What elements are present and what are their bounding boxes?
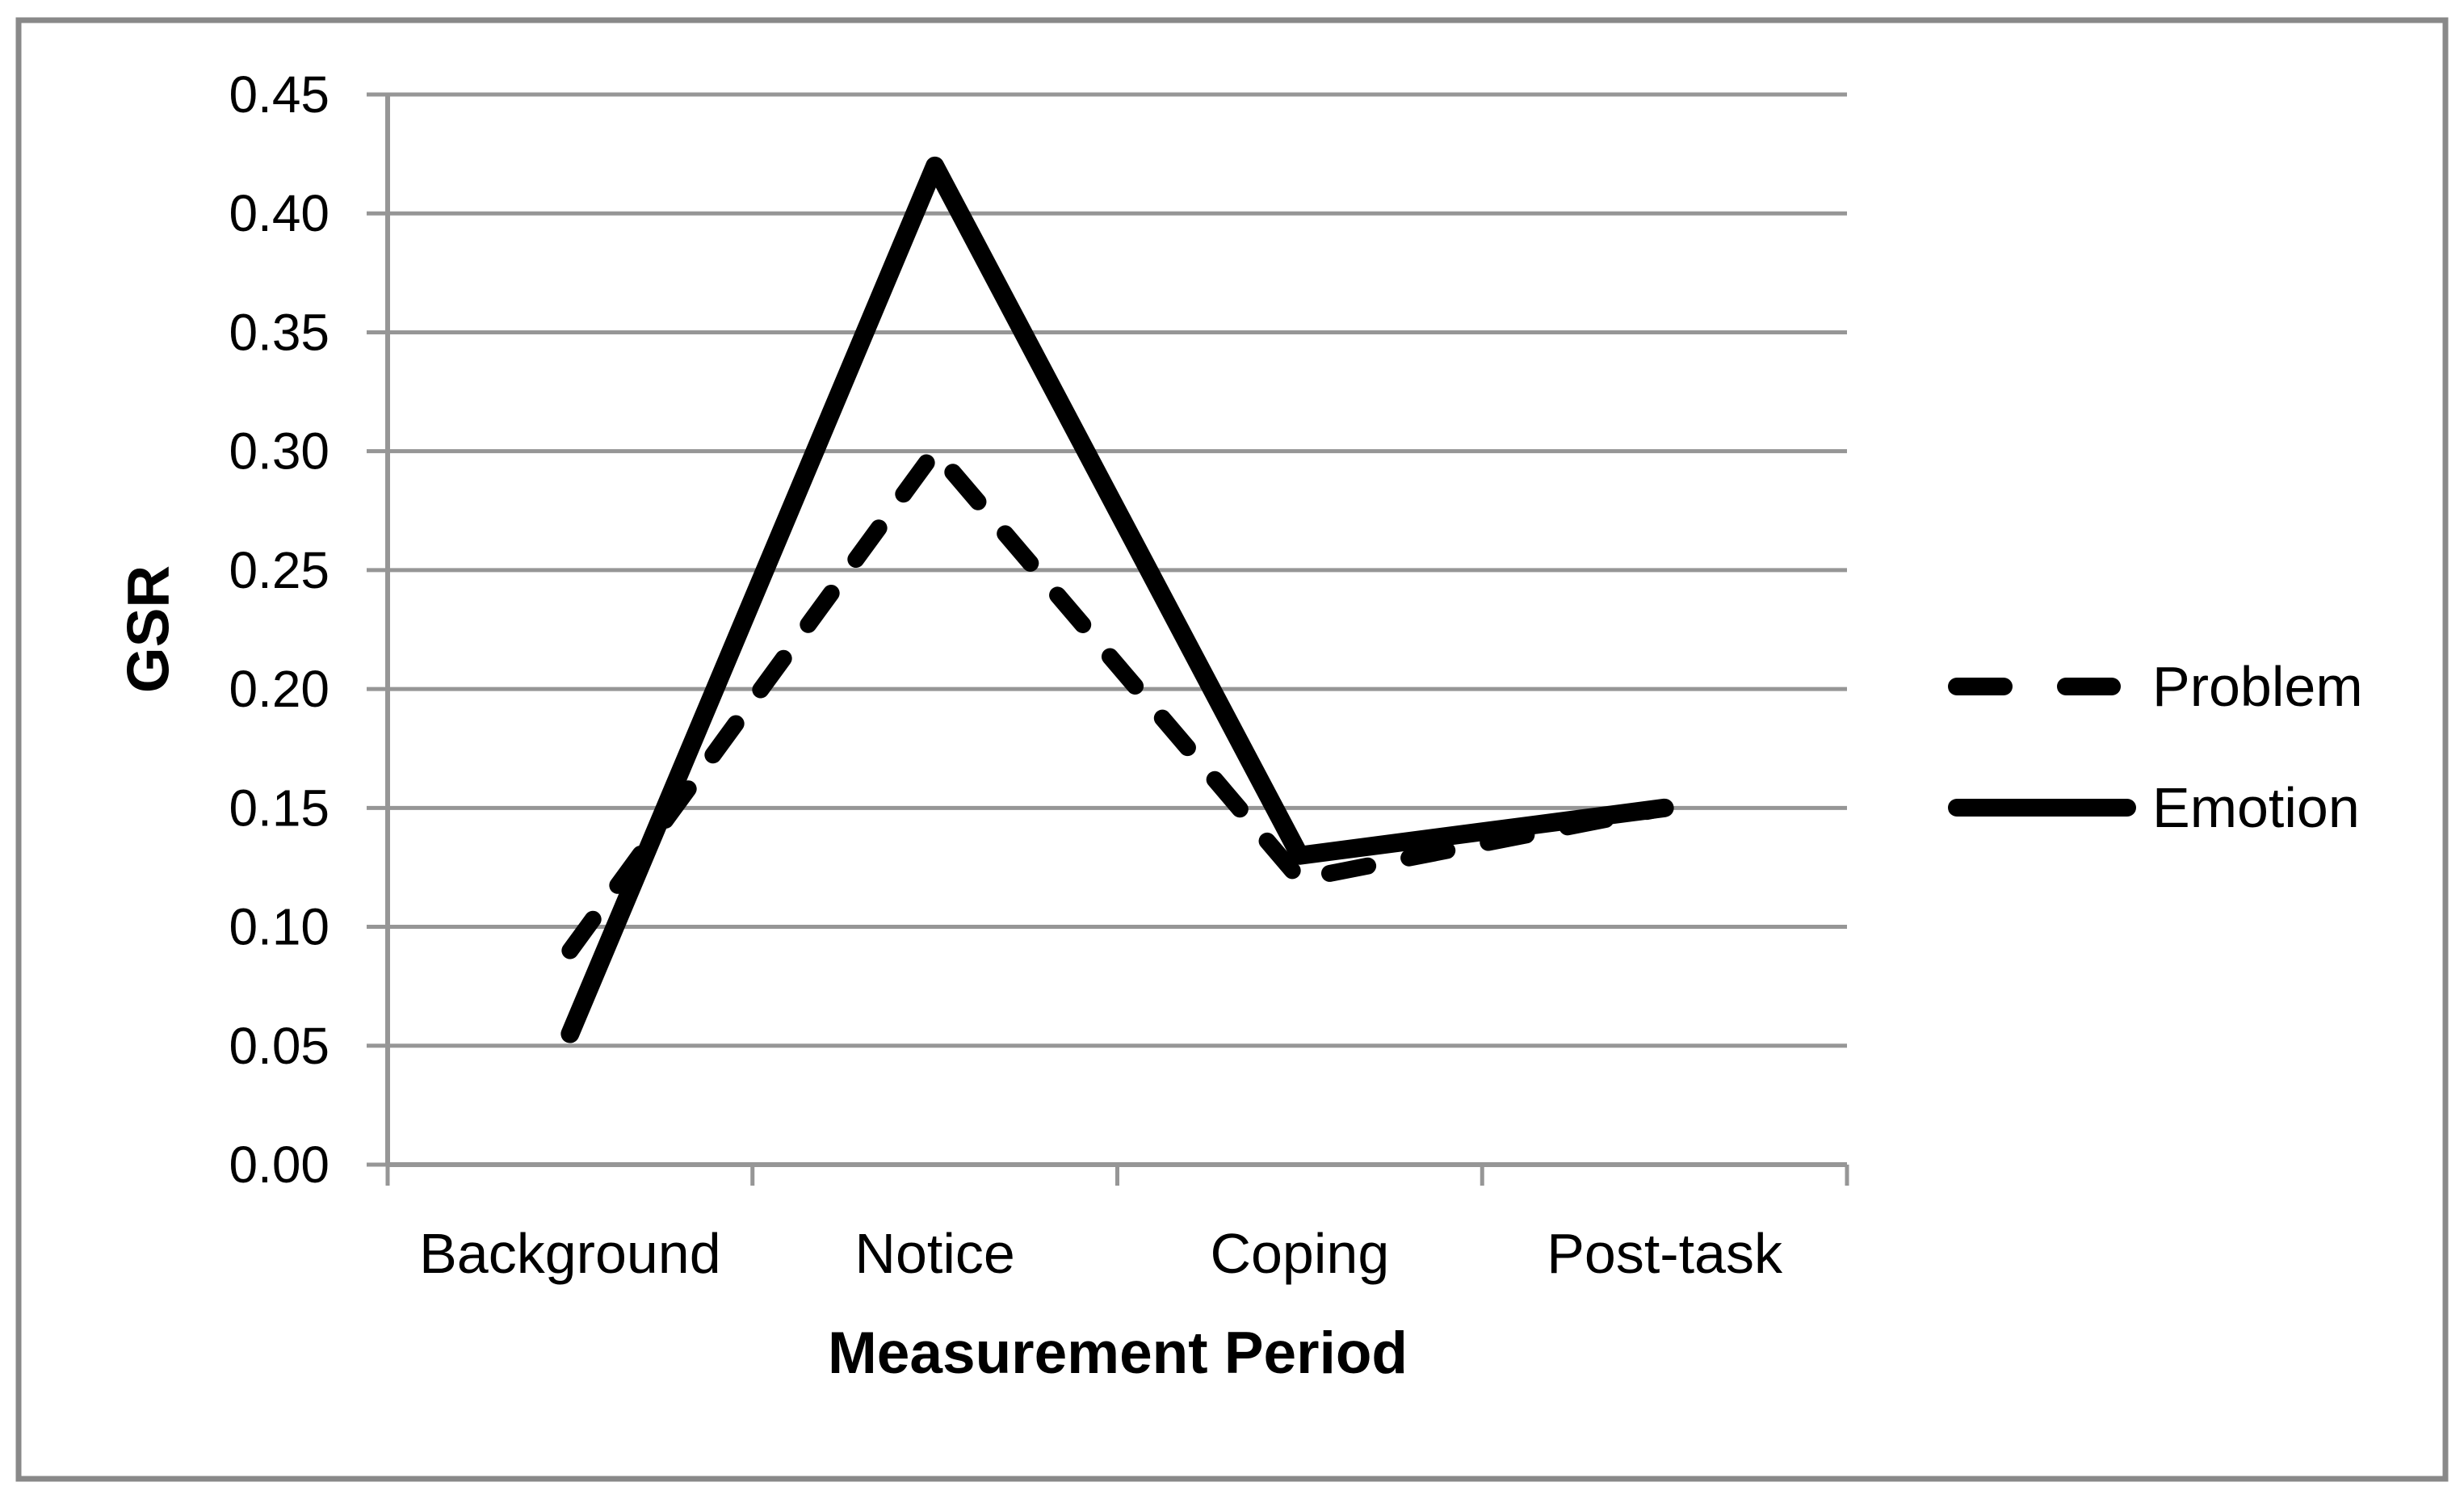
x-axis-title: Measurement Period (828, 1321, 1408, 1386)
y-tick-label: 0.40 (229, 184, 330, 242)
x-axis-ticks (385, 1165, 1849, 1186)
data-series (560, 156, 1674, 1043)
legend-label-problem: Problem (2152, 655, 2363, 718)
y-tick-label: 0.25 (229, 541, 330, 599)
y-tick-label: 0.10 (229, 898, 330, 956)
x-tick-label: Post-task (1547, 1222, 1783, 1285)
y-axis-title: GSR (116, 565, 182, 693)
y-tick-label: 0.35 (229, 303, 330, 361)
series-line-emotion (560, 156, 1674, 1043)
y-axis-tick-labels: 0.00 0.05 0.10 0.15 0.20 0.25 0.30 0.35 0.40 0.45 (229, 65, 330, 1194)
y-tick-label: 0.00 (229, 1136, 330, 1194)
y-tick-label: 0.15 (229, 779, 330, 837)
x-tick-label: Notice (854, 1222, 1014, 1285)
y-tick-label: 0.45 (229, 65, 330, 124)
y-tick-label: 0.20 (229, 660, 330, 718)
y-tick-label: 0.30 (229, 422, 330, 481)
x-tick-label: Background (419, 1222, 721, 1285)
y-axis-ticks (367, 92, 388, 1167)
x-tick-label: Coping (1210, 1222, 1389, 1285)
x-axis-category-labels: Background Notice Coping Post-task (419, 1222, 1783, 1285)
legend-item-emotion: Emotion (1948, 776, 2360, 839)
legend-label-emotion: Emotion (2152, 776, 2360, 839)
y-tick-label: 0.05 (229, 1017, 330, 1075)
legend: Problem Emotion (1948, 655, 2363, 839)
gridlines (388, 92, 1847, 1167)
figure-border (15, 17, 2449, 1482)
series-line-problem (561, 443, 1673, 959)
legend-item-problem: Problem (1948, 655, 2363, 718)
